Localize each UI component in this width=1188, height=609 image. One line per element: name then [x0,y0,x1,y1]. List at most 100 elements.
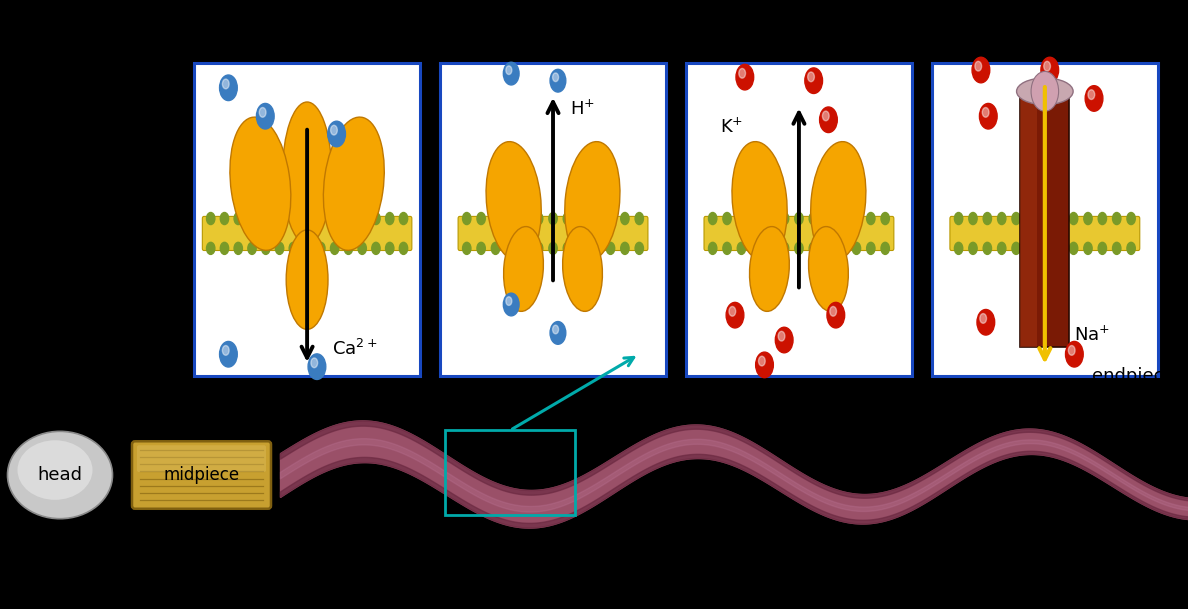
Circle shape [739,68,746,78]
Text: CatSper: CatSper [265,18,349,38]
Circle shape [975,62,981,71]
Circle shape [328,121,346,147]
FancyBboxPatch shape [132,442,271,509]
Circle shape [838,242,846,255]
Circle shape [809,242,817,255]
Circle shape [552,73,558,82]
Circle shape [550,322,565,344]
Circle shape [795,242,803,255]
Circle shape [1069,242,1078,255]
Circle shape [968,213,978,225]
Circle shape [504,293,519,316]
Circle shape [726,303,744,328]
Circle shape [756,352,773,378]
FancyBboxPatch shape [704,216,893,250]
Circle shape [358,242,366,255]
Circle shape [289,213,297,225]
FancyBboxPatch shape [950,216,1139,250]
Circle shape [552,325,558,334]
Circle shape [303,213,311,225]
Circle shape [722,242,732,255]
Text: $\mathregular{K^{+}}$: $\mathregular{K^{+}}$ [720,117,744,136]
Circle shape [549,242,557,255]
Circle shape [766,242,775,255]
Circle shape [358,213,366,225]
Circle shape [462,213,470,225]
Circle shape [330,213,339,225]
Text: Hv1: Hv1 [532,18,574,38]
Circle shape [1112,242,1121,255]
Circle shape [563,242,571,255]
Circle shape [248,242,257,255]
Circle shape [1127,242,1136,255]
Circle shape [738,242,746,255]
FancyBboxPatch shape [137,445,266,472]
Bar [1020,91,1069,347]
Circle shape [276,242,284,255]
Ellipse shape [810,142,866,261]
Circle shape [838,213,846,225]
Circle shape [620,242,630,255]
Circle shape [308,354,326,379]
Circle shape [386,242,394,255]
Circle shape [977,309,994,335]
Circle shape [372,213,380,225]
Circle shape [261,242,270,255]
Circle shape [1012,242,1020,255]
Circle shape [520,242,529,255]
Text: KSper (Slo1/Slo3): KSper (Slo1/Slo3) [708,18,890,38]
Circle shape [345,213,353,225]
Circle shape [822,111,829,121]
Circle shape [984,213,992,225]
Circle shape [1012,213,1020,225]
Circle shape [261,213,270,225]
Circle shape [809,213,817,225]
Circle shape [506,66,512,74]
Circle shape [982,108,988,118]
Circle shape [220,342,238,367]
FancyBboxPatch shape [202,216,412,250]
Circle shape [968,242,978,255]
Circle shape [1026,242,1035,255]
Circle shape [506,213,514,225]
Ellipse shape [286,230,328,329]
Circle shape [276,213,284,225]
Text: $\mathregular{Na^{+}}$: $\mathregular{Na^{+}}$ [1074,325,1111,344]
Circle shape [823,213,832,225]
Circle shape [577,242,586,255]
Circle shape [1085,86,1102,111]
Circle shape [492,213,500,225]
Circle shape [550,69,565,92]
Circle shape [606,242,614,255]
Ellipse shape [486,142,542,261]
Text: endpiece: endpiece [1093,367,1175,385]
Circle shape [852,242,860,255]
Circle shape [492,242,500,255]
Circle shape [984,242,992,255]
Circle shape [980,314,986,323]
Circle shape [758,356,765,366]
Circle shape [620,213,630,225]
Circle shape [1066,342,1083,367]
Circle shape [222,345,229,355]
Circle shape [776,327,794,353]
Circle shape [606,213,614,225]
Circle shape [1098,242,1106,255]
Ellipse shape [564,142,620,261]
Circle shape [979,104,997,129]
Circle shape [881,242,890,255]
Circle shape [766,213,775,225]
Ellipse shape [1017,78,1073,105]
Circle shape [1112,213,1121,225]
Circle shape [737,65,753,90]
Text: $\mathregular{H^{+}}$: $\mathregular{H^{+}}$ [570,99,595,119]
Circle shape [207,242,215,255]
Circle shape [1098,213,1106,225]
Circle shape [330,125,337,135]
Circle shape [998,242,1006,255]
Text: ?: ? [1040,18,1050,38]
Circle shape [1127,213,1136,225]
Circle shape [386,213,394,225]
Circle shape [1083,242,1092,255]
Circle shape [462,242,470,255]
